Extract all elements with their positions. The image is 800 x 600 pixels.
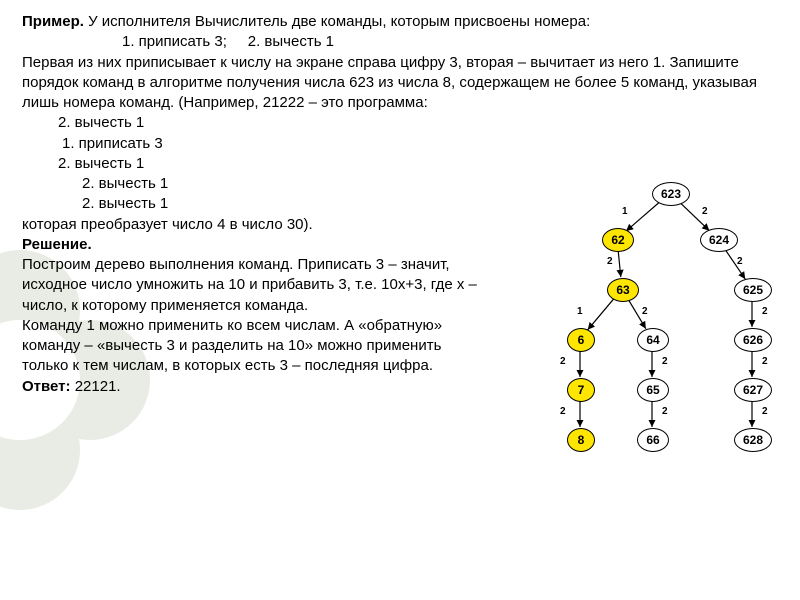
edge-label: 2 xyxy=(560,405,566,419)
edge-label: 1 xyxy=(577,305,583,319)
tree-node: 624 xyxy=(700,228,738,252)
tree-node: 628 xyxy=(734,428,772,452)
tree-edge xyxy=(588,298,615,330)
tree-node: 623 xyxy=(652,182,690,206)
tree-node: 626 xyxy=(734,328,772,352)
tree-node: 627 xyxy=(734,378,772,402)
tree-node: 65 xyxy=(637,378,669,402)
tree-edges-svg xyxy=(512,180,792,570)
problem-statement: Первая из них приписывает к числу на экр… xyxy=(22,53,780,114)
tree-edge xyxy=(618,251,621,277)
edge-label: 2 xyxy=(762,305,768,319)
tree-node: 62 xyxy=(602,228,634,252)
edge-label: 2 xyxy=(662,355,668,369)
tree-node: 8 xyxy=(567,428,595,452)
edge-label: 2 xyxy=(662,405,668,419)
commands-line: 1. приписать 3; 2. вычесть 1 xyxy=(22,32,780,52)
edge-label: 2 xyxy=(762,355,768,369)
step-2: 1. приписать 3 xyxy=(22,134,780,154)
edge-label: 1 xyxy=(622,205,628,219)
tree-node: 7 xyxy=(567,378,595,402)
tree-node: 63 xyxy=(607,278,639,302)
example-label: Пример. xyxy=(22,13,84,30)
tree-node: 625 xyxy=(734,278,772,302)
intro-text: У исполнителя Вычислитель две команды, к… xyxy=(84,13,590,30)
edge-label: 2 xyxy=(762,405,768,419)
edge-label: 2 xyxy=(737,255,743,269)
step-1: 2. вычесть 1 xyxy=(22,113,780,133)
tree-node: 6 xyxy=(567,328,595,352)
edge-label: 2 xyxy=(702,205,708,219)
step-3: 2. вычесть 1 xyxy=(22,154,780,174)
answer-label: Ответ: xyxy=(22,378,71,395)
tree-node: 64 xyxy=(637,328,669,352)
tree-node: 66 xyxy=(637,428,669,452)
paragraph-intro: Пример. У исполнителя Вычислитель две ко… xyxy=(22,12,780,32)
tree-edge xyxy=(626,201,661,231)
edge-label: 2 xyxy=(642,305,648,319)
edge-label: 2 xyxy=(607,255,613,269)
answer-value: 22121. xyxy=(71,378,121,395)
tree-diagram: 623 62 624 63 625 6 64 626 7 65 627 8 66 628 1 2 2 2 1 2 2 2… xyxy=(512,180,792,570)
edge-label: 2 xyxy=(560,355,566,369)
